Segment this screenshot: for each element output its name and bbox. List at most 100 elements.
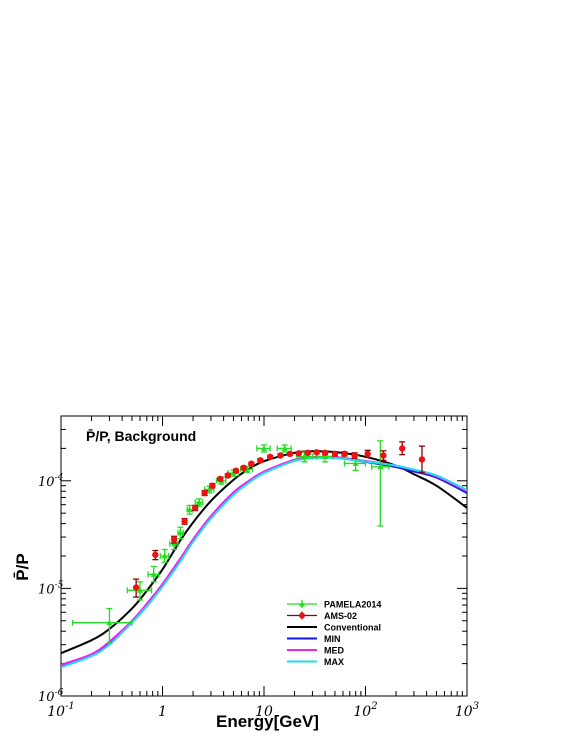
marker-circle — [295, 450, 302, 457]
ams-02-point — [321, 449, 329, 457]
ams-02-point — [201, 489, 208, 497]
plot-frame — [60, 415, 468, 697]
ams-02-point — [304, 449, 311, 457]
marker-triangle — [352, 460, 359, 466]
marker-circle — [170, 536, 178, 543]
marker-circle — [304, 449, 311, 457]
ams-02-point — [152, 549, 159, 561]
marker-circle — [216, 475, 224, 483]
y-axis-label: P̄/P — [13, 553, 32, 580]
ams-02-point — [170, 535, 178, 544]
marker-circle — [132, 584, 140, 591]
ams-02-point — [240, 464, 247, 472]
marker-circle — [364, 450, 371, 458]
ams-02-point — [216, 475, 224, 483]
y-tick-label: 10-6 — [38, 688, 64, 705]
marker-circle — [240, 464, 247, 472]
pamela2014-point — [147, 565, 160, 583]
legend-entry-pamela2014: PAMELA2014 — [287, 600, 381, 610]
ams-02-point — [418, 445, 426, 473]
marker-circle — [331, 450, 339, 458]
ams-02-point — [295, 450, 302, 457]
marker-triangle — [301, 453, 308, 460]
curve-max — [61, 456, 467, 669]
pamela2014-point — [194, 498, 204, 507]
ams-02-point — [313, 449, 320, 456]
ams-02-point — [351, 452, 358, 459]
legend-label: MIN — [324, 634, 341, 644]
marker-circle — [266, 453, 274, 461]
legend-entry-conventional: Conventional — [287, 623, 381, 633]
legend-marker — [299, 601, 305, 607]
marker-circle — [418, 456, 426, 463]
pamela2014-point — [159, 548, 170, 563]
ams-02-point — [380, 450, 387, 461]
ams-02-point — [341, 450, 348, 458]
marker-triangle — [261, 445, 267, 451]
x-tick-labels: 10-1 1 10 102 103 — [47, 701, 479, 720]
marker-circle — [313, 449, 320, 456]
data-points — [71, 440, 426, 644]
ams-02-point — [192, 504, 199, 512]
marker-circle — [321, 449, 329, 457]
ams-02-point — [257, 457, 264, 464]
ams-02-point — [132, 578, 140, 598]
ams-02-point — [364, 449, 371, 459]
curve-min — [61, 456, 467, 667]
pamela2014-point — [71, 607, 133, 644]
pamela2014-point — [276, 444, 292, 453]
marker-triangle — [322, 453, 329, 460]
legend-entry-min: MIN — [287, 634, 341, 644]
marker-triangle — [161, 552, 168, 559]
legend-label: PAMELA2014 — [324, 600, 381, 610]
legend-label: MED — [324, 646, 345, 656]
ams-02-point — [181, 517, 188, 525]
pamela2014-point — [256, 444, 271, 453]
y-tick-label: 10-4 — [38, 473, 64, 490]
pamela2014-point — [177, 526, 184, 540]
x-tick-label: 10 — [255, 704, 273, 720]
legend-label: MAX — [324, 657, 344, 667]
marker-triangle — [106, 619, 113, 626]
marker-circle — [380, 452, 387, 459]
ams-02-point — [209, 482, 216, 489]
marker-triangle — [377, 463, 384, 470]
y-tick-labels: 10-6 10-5 10-4 — [38, 473, 64, 705]
legend-entry-med: MED — [287, 646, 345, 656]
marker-circle — [224, 472, 232, 479]
pamela2014-point — [126, 581, 153, 601]
marker-triangle — [177, 529, 184, 536]
ams-02-point — [248, 460, 255, 467]
legend-entry-ams-02: AMS-02 — [287, 611, 357, 621]
marker-circle — [277, 452, 284, 459]
marker-circle — [201, 489, 208, 497]
marker-triangle — [150, 571, 157, 577]
pamela2014-point — [186, 504, 194, 515]
marker-triangle — [281, 445, 288, 451]
marker-triangle — [196, 499, 203, 505]
marker-circle — [257, 457, 264, 464]
marker-circle — [341, 450, 348, 458]
marker-triangle — [206, 486, 213, 492]
ams-02-point — [277, 452, 284, 459]
x-tick-label: 1 — [158, 704, 167, 720]
pamela2014-point — [296, 451, 314, 463]
marker-circle — [209, 482, 216, 489]
x-tick-label: 103 — [455, 701, 479, 720]
marker-circle — [399, 445, 406, 452]
ams-02-point — [399, 441, 406, 456]
legend-label: Conventional — [324, 623, 381, 633]
marker-circle — [192, 504, 199, 512]
ams-02-point — [331, 450, 339, 458]
marker-circle — [286, 450, 294, 458]
marker-triangle — [136, 587, 143, 593]
x-tick-label: 102 — [353, 701, 377, 720]
chart-title: P̄/P, Background — [86, 427, 196, 444]
x-tick-label: 10-1 — [47, 701, 75, 720]
marker-circle — [248, 460, 255, 467]
ams-02-point — [266, 453, 274, 461]
pamela2014-point — [371, 440, 390, 527]
marker-circle — [181, 518, 188, 525]
legend-marker — [299, 612, 305, 619]
